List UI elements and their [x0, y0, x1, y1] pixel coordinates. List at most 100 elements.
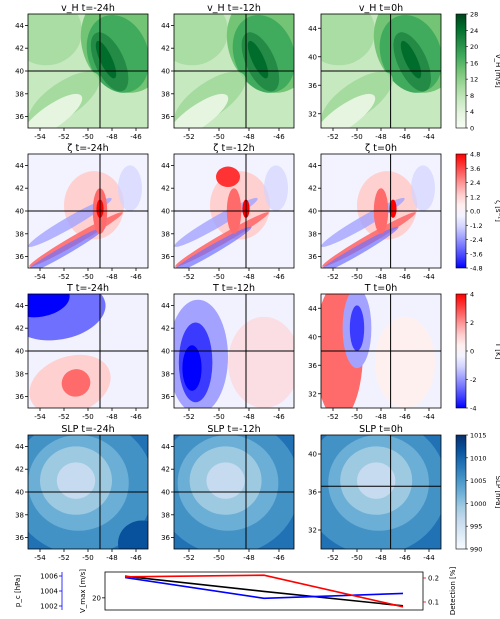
x-tick-label: -46: [273, 554, 285, 562]
panel-title: ζ t=-12h: [213, 143, 254, 154]
x-tick-label: -48: [106, 413, 117, 421]
x-tick-label: -50: [351, 273, 362, 281]
colorbar-tick: 16: [470, 59, 478, 67]
x-tick-label: -46: [130, 413, 142, 421]
colorbar-tick: 20: [470, 43, 478, 51]
colorbar-tick: -2: [470, 376, 476, 384]
x-tick-label: -52: [58, 554, 69, 562]
colorbar-tick: 995: [470, 523, 482, 531]
colorbar-tick: 2.4: [470, 179, 480, 187]
y-tick-label: 36: [161, 113, 170, 121]
pc-axis-label: p_c [hPa]: [14, 575, 22, 607]
x-tick-label: -46: [399, 554, 411, 562]
pc-axis: 1006 1004 1002 p_c [hPa]: [14, 572, 62, 611]
y-tick-label: 42: [15, 325, 24, 333]
colorbar-tick: -2.4: [470, 236, 483, 244]
colorbar-label: ζ [s⁻¹]: [494, 200, 500, 222]
y-tick-label: 36: [308, 362, 317, 370]
field-fill: [20, 154, 148, 279]
detection-tick-label: 0.2: [428, 575, 439, 583]
y-tick-label: 42: [161, 325, 170, 333]
x-tick-label: -46: [130, 133, 142, 141]
pc-tick-label: 1002: [40, 603, 58, 611]
x-tick-label: -52: [58, 133, 69, 141]
x-tick-label: -50: [82, 554, 93, 562]
field-fill: [10, 0, 181, 147]
panel-title: v_H t=0h: [359, 3, 403, 14]
y-tick-label: 42: [161, 45, 170, 53]
y-tick-label: 44: [161, 443, 170, 451]
vmax-axis-label: V_max [m/s]: [79, 569, 87, 613]
x-tick-label: -44: [423, 554, 435, 562]
field-fill: [156, 418, 300, 555]
y-tick-label: 40: [308, 451, 317, 459]
x-tick-label: -48: [106, 133, 117, 141]
colorbar-tick: 24: [470, 27, 478, 35]
y-tick-label: 42: [15, 185, 24, 193]
pc-tick-label: 1004: [40, 588, 58, 596]
y-tick-label: 38: [161, 90, 170, 98]
panel-title: ζ t=0h: [365, 143, 397, 154]
colorbar-tick: -4.8: [470, 265, 483, 273]
pc-tick-label: 1006: [40, 573, 58, 581]
x-tick-label: -48: [243, 273, 254, 281]
x-tick-label: -50: [213, 273, 224, 281]
colorbar-tick: 1.2: [470, 193, 480, 201]
colorbar-zeta: 4.83.62.41.20.0-1.2-2.4-3.6-4.8ζ [s⁻¹]: [456, 151, 500, 273]
y-tick-label: 36: [15, 113, 24, 121]
y-tick-label: 44: [161, 302, 170, 310]
x-tick-label: -50: [213, 413, 224, 421]
x-tick-label: -54: [34, 273, 46, 281]
x-tick-label: -48: [106, 273, 117, 281]
colorbar-tick: -1.2: [470, 222, 483, 230]
panel-title: ζ t=-24h: [67, 143, 108, 154]
colorbar-tick: 2: [470, 319, 474, 327]
x-tick-label: -46: [399, 133, 411, 141]
x-tick-label: -48: [243, 554, 254, 562]
colorbar-tick: 4: [470, 108, 474, 116]
y-tick-label: 38: [15, 370, 24, 378]
panel-title: v_H t=-24h: [61, 3, 115, 14]
x-tick-label: -52: [183, 554, 194, 562]
y-tick-label: 36: [308, 489, 317, 497]
y-tick-label: 44: [15, 302, 24, 310]
field-fill: [313, 154, 441, 279]
y-tick-label: 44: [161, 22, 170, 30]
x-tick-label: -48: [375, 413, 386, 421]
field-fill: [168, 294, 300, 414]
y-tick-label: 44: [308, 25, 317, 33]
y-tick-label: 38: [15, 511, 24, 519]
colorbar-tick: 8: [470, 92, 474, 100]
y-tick-label: 40: [308, 53, 317, 61]
y-tick-label: 40: [161, 208, 170, 216]
x-tick-label: -48: [375, 554, 386, 562]
y-tick-label: 32: [308, 527, 317, 535]
colorbar-tick: 1005: [470, 477, 487, 485]
y-tick-label: 44: [15, 22, 24, 30]
x-tick-label: -44: [423, 133, 435, 141]
x-tick-label: -52: [183, 413, 194, 421]
x-tick-label: -46: [273, 133, 285, 141]
x-tick-label: -52: [327, 273, 338, 281]
y-tick-label: 42: [15, 45, 24, 53]
y-tick-label: 36: [15, 253, 24, 261]
y-tick-label: 36: [15, 534, 24, 542]
x-tick-label: -46: [130, 554, 142, 562]
panel-title: SLP t=-24h: [61, 424, 114, 435]
y-tick-label: 38: [308, 230, 317, 238]
colorbar-tick: -3.6: [470, 250, 483, 258]
field-fill: [166, 154, 294, 279]
colorbar-tick: 0: [470, 348, 474, 356]
x-tick-label: -52: [327, 413, 338, 421]
x-tick-label: -46: [273, 273, 285, 281]
colorbar-label: SLP [hPa]: [494, 476, 500, 509]
y-tick-label: 38: [15, 230, 24, 238]
x-tick-label: -46: [399, 273, 411, 281]
